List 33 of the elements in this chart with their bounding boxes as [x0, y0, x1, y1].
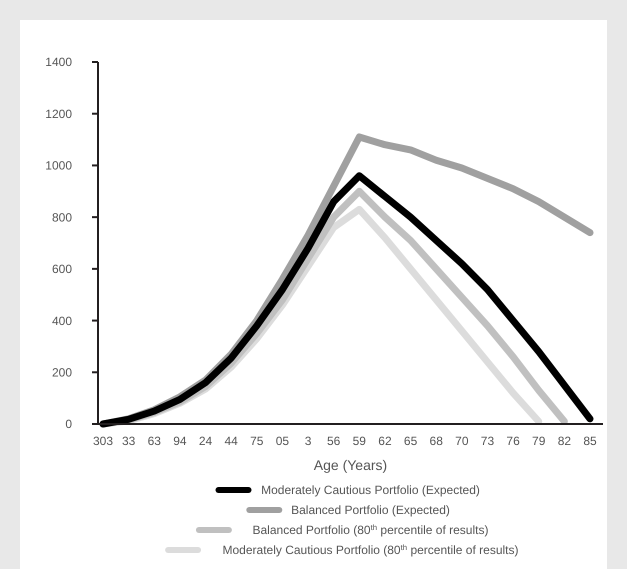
x-axis-title: Age (Years) [314, 457, 388, 473]
x-tick-label: 63 [148, 434, 162, 448]
x-tick-label: 79 [532, 434, 546, 448]
x-tick-label: 94 [173, 434, 187, 448]
y-tick-label: 1000 [45, 158, 72, 173]
y-tick-label: 800 [52, 210, 72, 224]
x-tick-label: 68 [430, 434, 444, 448]
x-tick-label: 75 [250, 434, 264, 448]
x-tick-label: 33 [122, 434, 136, 448]
y-tick-label: 200 [52, 365, 72, 380]
x-tick-label: 65 [404, 434, 418, 448]
x-tick-label: 56 [327, 434, 341, 448]
x-tick-label: 59 [352, 434, 366, 448]
y-tick-label: 1200 [45, 106, 72, 121]
x-tick-label: 76 [506, 434, 520, 448]
x-tick-label: 05 [276, 434, 290, 448]
y-tick-label: 400 [52, 314, 72, 328]
x-tick-label: 62 [378, 434, 392, 448]
x-tick-label: 3 [304, 434, 312, 448]
x-tick-label: 70 [455, 434, 469, 448]
x-tick-label: 85 [583, 434, 597, 448]
x-tick-label: 82 [558, 434, 572, 448]
legend-label: Balanced Portfolio (Expected) [291, 503, 450, 518]
legend-label: Moderately Cautious Portfolio (80$^{th}$ percentile of results) [222, 542, 518, 558]
x-tick-label: 303 [92, 434, 114, 448]
legend-label: Moderately Cautious Portfolio (Expected) [261, 483, 480, 498]
y-tick-label: 600 [52, 262, 72, 276]
x-tick-label: 44 [224, 434, 238, 448]
x-tick-label: 73 [480, 434, 494, 448]
legend-label: Balanced Portfolio (80$^{th}$ percentile of results) [252, 522, 488, 538]
y-tick-label: 1400 [45, 55, 72, 70]
y-tick-label: 0 [65, 417, 72, 432]
x-tick-label: 24 [198, 434, 213, 448]
